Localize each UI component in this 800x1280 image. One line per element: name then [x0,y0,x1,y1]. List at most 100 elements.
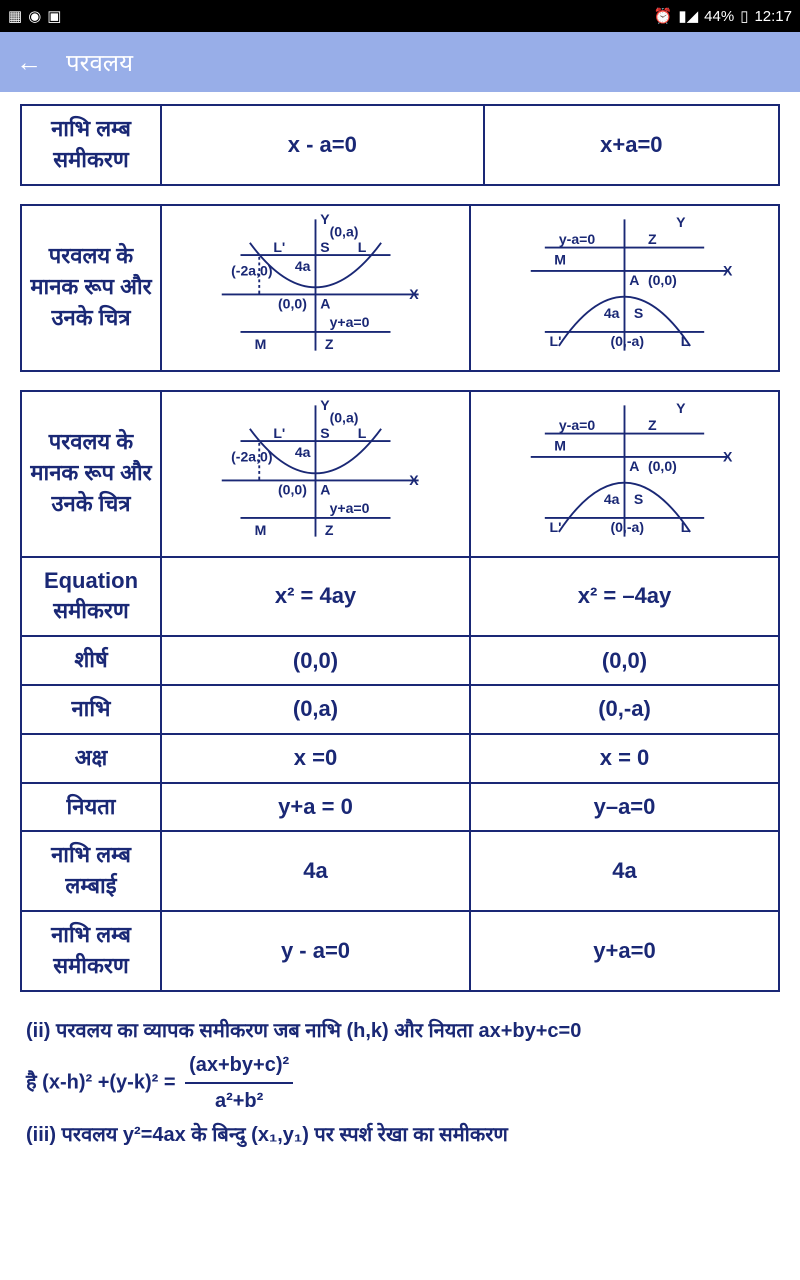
svg-text:L': L' [273,425,285,441]
t3-r7-c1: y - a=0 [161,911,470,991]
svg-text:L': L' [550,333,562,349]
table-3: परवलय के मानक रूप और उनके चित्र Y (0,a) … [20,390,780,992]
t3-r6-label: नाभि लम्ब लम्बाई [21,831,161,911]
svg-text:(0,a): (0,a) [330,223,359,239]
svg-text:M: M [255,335,267,351]
status-bar: ▦ ◉ ▣ ⏰ ▮◢ 44% ▯ 12:17 [0,0,800,32]
svg-text:(0,-a): (0,-a) [610,333,644,349]
content-area: नाभि लम्ब समीकरण x - a=0 x+a=0 परवलय के … [0,92,800,1168]
svg-text:(0,0): (0,0) [278,295,307,311]
svg-text:A: A [320,481,330,497]
t3-r1-c2: x² = –4ay [470,557,779,637]
note-iii: (iii) परवलय y²=4ax के बिन्दु (x₁,y₁) पर … [26,1118,774,1152]
t3-r4-c1: x =0 [161,734,470,783]
svg-text:(0,a): (0,a) [330,409,359,425]
battery-text: 44% [704,8,734,25]
svg-text:S: S [320,239,329,255]
svg-text:L: L [681,333,690,349]
note-ii-line1: (ii) परवलय का व्यापक समीकरण जब नाभि (h,k… [26,1014,774,1048]
t2-diagram-2: Y y-a=0 Z M A (0,0) X 4a S L' (0,-a) L [470,205,779,371]
svg-text:(-2a,0): (-2a,0) [231,448,272,464]
t3-r7-c2: y+a=0 [470,911,779,991]
svg-text:Z: Z [648,416,657,432]
t1-col2: x+a=0 [484,105,779,185]
svg-text:M: M [554,437,566,453]
t3-r4-label: अक्ष [21,734,161,783]
svg-text:Y: Y [676,399,686,415]
image-icon: ▣ [47,7,61,25]
notification-icon: ▦ [8,7,22,25]
svg-text:X: X [409,472,419,488]
svg-text:A: A [320,295,330,311]
svg-text:y-a=0: y-a=0 [559,416,596,432]
svg-text:L: L [358,239,367,255]
parabola-up-svg-2: Y (0,a) L' S L (-2a,0) 4a (0,0) A X y+a=… [166,396,465,546]
svg-text:y+a=0: y+a=0 [330,314,370,330]
svg-text:(0,0): (0,0) [648,458,677,474]
signal-icon: ▮◢ [678,7,698,25]
note-ii-line2: है (x-h)² +(y-k)² = (ax+by+c)² a²+b² [26,1048,774,1118]
svg-text:y+a=0: y+a=0 [330,500,370,516]
t2-label: परवलय के मानक रूप और उनके चित्र [21,205,161,371]
svg-text:X: X [723,262,733,278]
svg-text:A: A [629,458,639,474]
t1-label: नाभि लम्ब समीकरण [21,105,161,185]
back-icon[interactable]: ← [16,47,42,78]
t3-r3-label: नाभि [21,685,161,734]
svg-text:4a: 4a [604,490,620,506]
t3-r6-c2: 4a [470,831,779,911]
t3-r2-c1: (0,0) [161,636,470,685]
app-bar: ← परवलय [0,32,800,92]
svg-text:S: S [320,425,329,441]
svg-text:Z: Z [325,521,334,537]
svg-text:Z: Z [648,230,657,246]
svg-text:X: X [723,448,733,464]
t3-r1-label: Equation समीकरण [21,557,161,637]
svg-text:4a: 4a [295,258,311,274]
svg-text:4a: 4a [604,304,620,320]
t3-diagram-2: Y y-a=0 Z M A (0,0) X 4a S L' (0,-a) L [470,391,779,557]
note-ii-eq-left: है (x-h)² +(y-k)² = [26,1071,176,1093]
app-title: परवलय [66,46,133,79]
svg-text:L: L [681,519,690,535]
notes-section: (ii) परवलय का व्यापक समीकरण जब नाभि (h,k… [20,1010,780,1156]
svg-text:y-a=0: y-a=0 [559,230,596,246]
svg-text:(0,-a): (0,-a) [610,519,644,535]
svg-text:Z: Z [325,335,334,351]
status-left: ▦ ◉ ▣ [8,7,61,25]
t3-r5-c2: y–a=0 [470,783,779,832]
t3-r5-label: नियता [21,783,161,832]
svg-text:A: A [629,272,639,288]
alarm-icon: ⏰ [654,7,673,25]
svg-text:M: M [255,521,267,537]
svg-text:L': L' [273,239,285,255]
svg-text:X: X [409,286,419,302]
t3-r2-c2: (0,0) [470,636,779,685]
whatsapp-icon: ◉ [28,7,41,25]
svg-text:S: S [634,490,643,506]
t2-diagram-1: Y (0,a) L' S L (-2a,0) 4a (0,0) A X y+a=… [161,205,470,371]
table-1: नाभि लम्ब समीकरण x - a=0 x+a=0 [20,104,780,186]
parabola-down-svg-2: Y y-a=0 Z M A (0,0) X 4a S L' (0,-a) L [475,396,774,546]
t3-r3-c1: (0,a) [161,685,470,734]
parabola-down-svg: Y y-a=0 Z M A (0,0) X 4a S L' (0,-a) L [475,210,774,360]
svg-text:S: S [634,304,643,320]
clock-text: 12:17 [754,8,792,25]
t3-r5-c1: y+a = 0 [161,783,470,832]
svg-text:(0,0): (0,0) [648,272,677,288]
svg-text:Y: Y [676,213,686,229]
t3-r7-label: नाभि लम्ब समीकरण [21,911,161,991]
t3-r0-label: परवलय के मानक रूप और उनके चित्र [21,391,161,557]
t3-r6-c1: 4a [161,831,470,911]
fraction-den: a²+b² [185,1084,293,1118]
svg-text:4a: 4a [295,444,311,460]
svg-text:L: L [358,425,367,441]
t3-r3-c2: (0,-a) [470,685,779,734]
status-right: ⏰ ▮◢ 44% ▯ 12:17 [654,7,792,25]
svg-text:M: M [554,251,566,267]
svg-text:(0,0): (0,0) [278,481,307,497]
t3-diagram-1: Y (0,a) L' S L (-2a,0) 4a (0,0) A X y+a=… [161,391,470,557]
fraction-num: (ax+by+c)² [185,1048,293,1084]
battery-icon: ▯ [740,7,748,25]
t1-col1: x - a=0 [161,105,484,185]
